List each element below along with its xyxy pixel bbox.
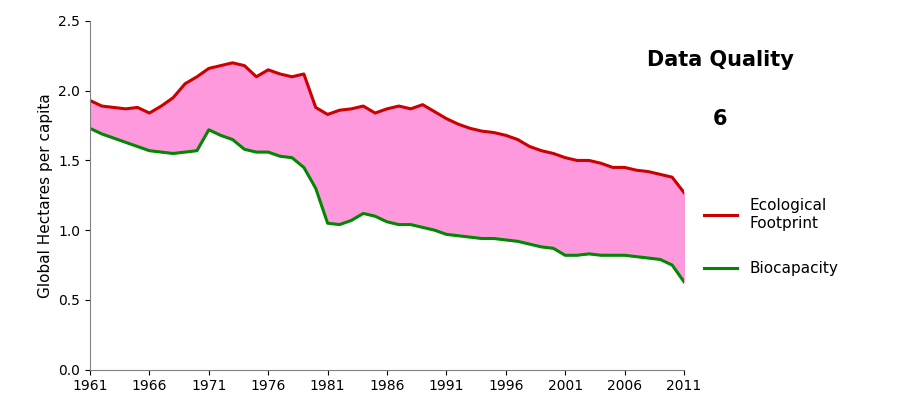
Text: 6: 6 (713, 109, 727, 129)
Y-axis label: Global Hectares per capita: Global Hectares per capita (38, 93, 53, 298)
Text: Data Quality: Data Quality (646, 50, 794, 71)
Legend: Ecological
Footprint, Biocapacity: Ecological Footprint, Biocapacity (698, 192, 844, 282)
